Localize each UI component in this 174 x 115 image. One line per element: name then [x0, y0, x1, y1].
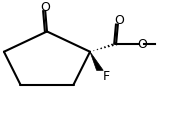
- Text: O: O: [137, 38, 147, 51]
- Text: F: F: [102, 69, 110, 82]
- Polygon shape: [90, 52, 103, 71]
- Text: O: O: [40, 1, 50, 14]
- Text: O: O: [114, 14, 124, 27]
